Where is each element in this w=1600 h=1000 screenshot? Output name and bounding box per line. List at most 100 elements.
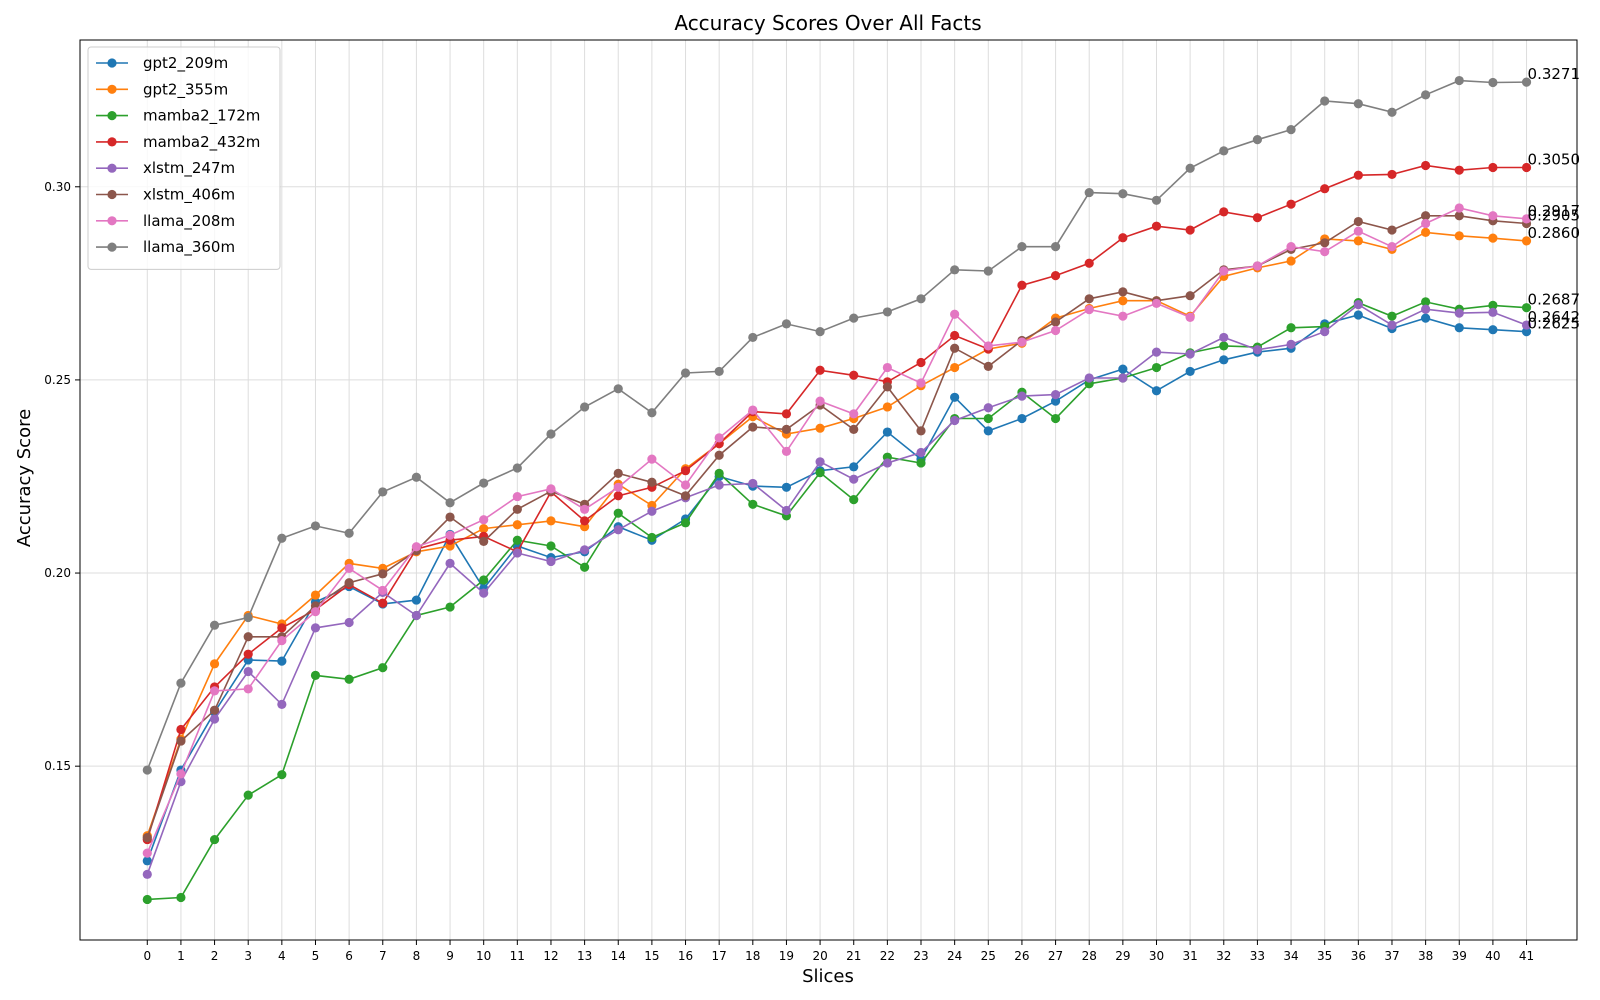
data-point — [1252, 345, 1263, 355]
data-point — [512, 463, 522, 473]
data-point — [209, 620, 220, 630]
data-point — [310, 670, 321, 681]
data-point — [1286, 339, 1296, 349]
x-tick-label: 23 — [913, 949, 928, 963]
data-point — [512, 491, 522, 502]
data-point — [1421, 313, 1431, 323]
data-point — [680, 368, 691, 378]
data-point — [1219, 146, 1229, 156]
data-point — [1118, 233, 1128, 243]
x-tick-label: 13 — [577, 949, 592, 963]
data-point — [344, 578, 354, 588]
data-point — [1353, 310, 1363, 320]
data-point — [781, 424, 792, 434]
data-point — [1421, 90, 1431, 100]
data-point — [310, 521, 321, 531]
x-tick-label: 34 — [1283, 949, 1298, 963]
data-point — [849, 409, 859, 419]
data-point — [849, 495, 859, 505]
x-tick-label: 16 — [678, 949, 693, 963]
data-point — [1017, 413, 1027, 424]
data-point — [512, 504, 522, 514]
x-tick-label: 8 — [413, 949, 421, 963]
data-point — [1387, 107, 1397, 117]
data-point — [950, 362, 960, 373]
series-line — [146, 164, 1527, 840]
legend: gpt2_209m gpt2_355m mamba2_172m mamba2_432m… — [87, 46, 281, 270]
data-point — [546, 516, 556, 526]
x-tick-label: 20 — [812, 949, 827, 963]
data-point — [142, 856, 152, 866]
y-axis: 0.15 0.20 0.25 0.30 — [44, 180, 80, 773]
data-point — [1084, 373, 1094, 383]
x-tick-label: 35 — [1317, 949, 1332, 963]
data-point — [378, 569, 388, 579]
data-point — [647, 532, 657, 543]
data-point — [142, 765, 152, 775]
x-tick-label: 19 — [779, 949, 794, 963]
data-point — [1286, 125, 1296, 135]
legend-marker — [107, 84, 117, 94]
data-point — [950, 343, 960, 353]
data-point — [1320, 247, 1330, 257]
legend-item: mamba2_432m — [96, 133, 260, 152]
legend-marker — [107, 242, 117, 252]
data-point — [580, 402, 590, 412]
data-point — [1185, 366, 1195, 377]
data-point — [613, 384, 623, 394]
x-axis-label: Slices — [802, 966, 854, 987]
data-point — [1050, 389, 1061, 400]
data-point — [1353, 216, 1363, 227]
x-tick-label: 7 — [379, 949, 387, 963]
data-point — [546, 556, 556, 567]
data-point — [1454, 211, 1464, 221]
data-point — [546, 429, 556, 439]
data-point — [1421, 218, 1431, 229]
data-point — [1320, 327, 1330, 337]
x-tick-label: 41 — [1519, 949, 1534, 963]
data-point — [1421, 304, 1431, 314]
x-tick-label: 25 — [981, 949, 996, 963]
data-point — [1219, 207, 1229, 217]
data-point — [277, 656, 287, 666]
data-point — [378, 663, 388, 673]
data-point — [1320, 238, 1330, 248]
data-point — [1185, 163, 1195, 173]
data-point — [176, 736, 186, 746]
data-point — [983, 426, 993, 436]
x-tick-label: 5 — [312, 949, 320, 963]
data-point — [310, 623, 321, 633]
data-point — [849, 313, 859, 323]
data-point — [1219, 266, 1229, 276]
x-tick-label: 28 — [1082, 949, 1097, 963]
data-point — [1454, 323, 1464, 333]
legend-box — [87, 46, 281, 270]
end-value-label: 0.2642 — [1528, 308, 1581, 326]
end-value-label: 0.2917 — [1528, 202, 1581, 220]
data-point — [680, 480, 691, 490]
data-point — [1219, 355, 1229, 365]
data-point — [512, 520, 522, 530]
data-point — [1151, 362, 1162, 373]
data-point — [613, 525, 623, 535]
x-tick-label: 18 — [745, 949, 760, 963]
data-point — [479, 524, 489, 534]
data-point — [209, 686, 220, 696]
series-line — [147, 301, 1527, 901]
end-value-label: 0.2860 — [1528, 224, 1581, 242]
legend-marker — [107, 137, 117, 147]
data-point — [209, 714, 220, 724]
data-point — [882, 382, 892, 392]
data-point — [882, 458, 892, 468]
end-value-label: 0.2687 — [1528, 291, 1581, 309]
data-point — [1151, 347, 1162, 357]
data-point — [512, 548, 522, 558]
end-value-label: 0.3050 — [1528, 150, 1581, 168]
x-tick-label: 27 — [1048, 949, 1063, 963]
data-point — [882, 307, 892, 317]
data-point — [748, 405, 758, 415]
data-point — [916, 378, 926, 388]
legend-label: mamba2_172m — [143, 107, 260, 126]
data-point — [1017, 391, 1027, 401]
data-point — [1387, 242, 1397, 252]
